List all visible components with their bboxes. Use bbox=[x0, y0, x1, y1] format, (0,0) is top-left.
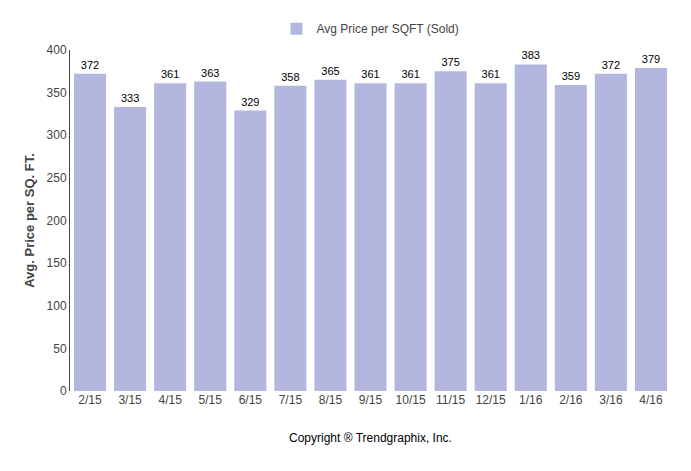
svg-text:2/15: 2/15 bbox=[78, 393, 102, 407]
svg-text:1/16: 1/16 bbox=[519, 393, 543, 407]
svg-text:Copyright ® Trendgraphix, Inc.: Copyright ® Trendgraphix, Inc. bbox=[289, 431, 452, 445]
svg-text:372: 372 bbox=[602, 59, 620, 71]
svg-text:4/15: 4/15 bbox=[158, 393, 182, 407]
svg-text:5/15: 5/15 bbox=[199, 393, 223, 407]
svg-text:363: 363 bbox=[201, 67, 219, 79]
svg-text:361: 361 bbox=[401, 68, 419, 80]
svg-text:12/15: 12/15 bbox=[476, 393, 506, 407]
svg-text:6/15: 6/15 bbox=[239, 393, 263, 407]
svg-text:379: 379 bbox=[642, 53, 660, 65]
svg-text:358: 358 bbox=[281, 71, 299, 83]
svg-text:361: 361 bbox=[361, 68, 379, 80]
svg-text:400: 400 bbox=[47, 43, 67, 57]
svg-text:Avg Price per SQFT (Sold): Avg Price per SQFT (Sold) bbox=[317, 22, 459, 36]
svg-text:350: 350 bbox=[47, 86, 67, 100]
svg-text:10/15: 10/15 bbox=[396, 393, 426, 407]
svg-text:Avg. Price per SQ. FT.: Avg. Price per SQ. FT. bbox=[22, 153, 37, 288]
svg-text:361: 361 bbox=[161, 68, 179, 80]
svg-text:150: 150 bbox=[47, 256, 67, 270]
svg-text:361: 361 bbox=[482, 68, 500, 80]
svg-text:359: 359 bbox=[562, 70, 580, 82]
svg-text:383: 383 bbox=[522, 49, 540, 61]
svg-text:375: 375 bbox=[441, 56, 459, 68]
svg-text:100: 100 bbox=[47, 299, 67, 313]
svg-text:333: 333 bbox=[121, 92, 139, 104]
svg-text:365: 365 bbox=[321, 65, 339, 77]
svg-text:200: 200 bbox=[47, 214, 67, 228]
svg-text:50: 50 bbox=[53, 342, 67, 356]
svg-text:8/15: 8/15 bbox=[319, 393, 343, 407]
svg-text:3/16: 3/16 bbox=[599, 393, 623, 407]
svg-text:300: 300 bbox=[47, 128, 67, 142]
svg-text:0: 0 bbox=[60, 384, 67, 398]
svg-text:372: 372 bbox=[81, 59, 99, 71]
svg-text:4/16: 4/16 bbox=[639, 393, 663, 407]
svg-text:7/15: 7/15 bbox=[279, 393, 303, 407]
svg-text:9/15: 9/15 bbox=[359, 393, 383, 407]
svg-text:329: 329 bbox=[241, 96, 259, 108]
svg-text:2/16: 2/16 bbox=[559, 393, 583, 407]
svg-text:250: 250 bbox=[47, 171, 67, 185]
svg-text:11/15: 11/15 bbox=[436, 393, 465, 407]
svg-text:3/15: 3/15 bbox=[118, 393, 142, 407]
